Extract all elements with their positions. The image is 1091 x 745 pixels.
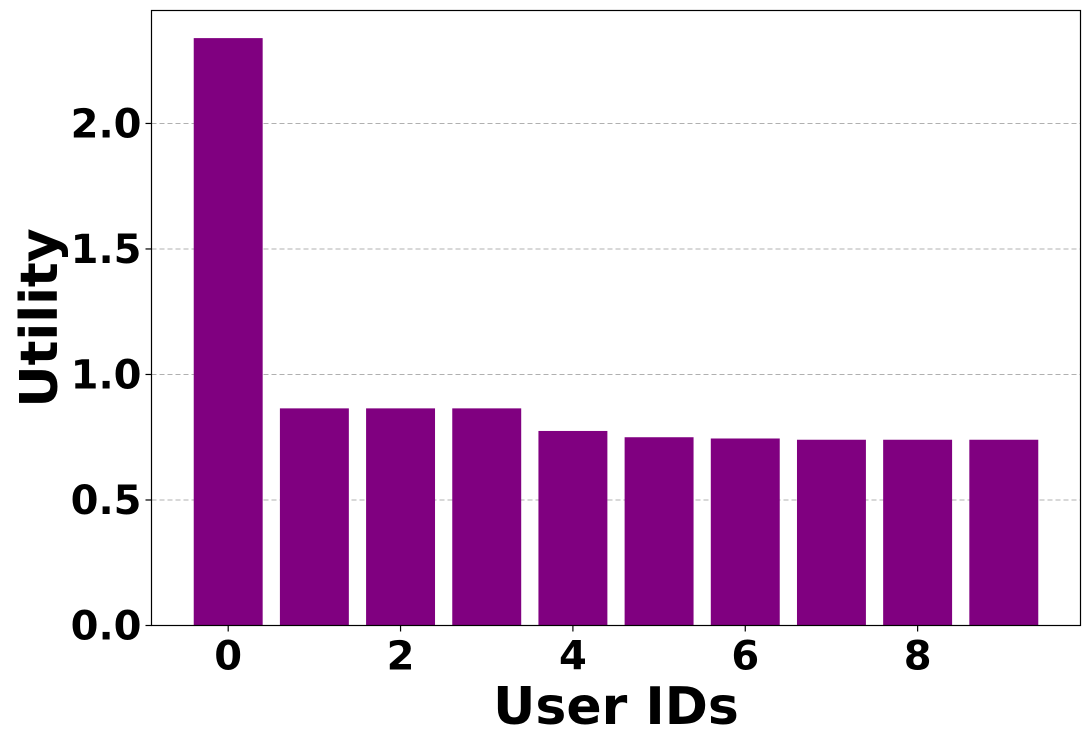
y-tick-label: 1.5 bbox=[71, 227, 142, 273]
y-tick-label: 0.5 bbox=[71, 478, 142, 524]
y-tick-label: 1.0 bbox=[71, 352, 142, 398]
bar-user-2 bbox=[366, 408, 436, 626]
bar-user-9 bbox=[969, 439, 1039, 626]
bar-user-0 bbox=[193, 38, 263, 626]
bar-user-1 bbox=[279, 408, 349, 626]
bar-user-5 bbox=[624, 437, 694, 626]
x-tick-label: 2 bbox=[387, 634, 415, 680]
x-tick-label: 4 bbox=[559, 634, 587, 680]
x-tick-label: 8 bbox=[904, 634, 932, 680]
y-tick-label: 0.0 bbox=[71, 604, 142, 650]
bar-user-8 bbox=[883, 439, 953, 626]
y-tick-label: 2.0 bbox=[71, 101, 142, 147]
y-axis-label: Utility bbox=[10, 228, 70, 407]
bar-user-6 bbox=[710, 438, 780, 626]
x-axis-label: User IDs bbox=[493, 677, 739, 737]
plot-frame bbox=[150, 9, 1082, 627]
bar-user-3 bbox=[452, 408, 522, 626]
x-tick-label: 6 bbox=[731, 634, 759, 680]
bar-user-7 bbox=[796, 439, 866, 626]
bar-user-4 bbox=[538, 430, 608, 626]
x-axis: 0 2 4 6 8 bbox=[214, 625, 932, 680]
x-tick-label: 0 bbox=[214, 634, 242, 680]
bars bbox=[193, 38, 1039, 626]
y-axis: 0.0 0.5 1.0 1.5 2.0 bbox=[71, 101, 152, 650]
